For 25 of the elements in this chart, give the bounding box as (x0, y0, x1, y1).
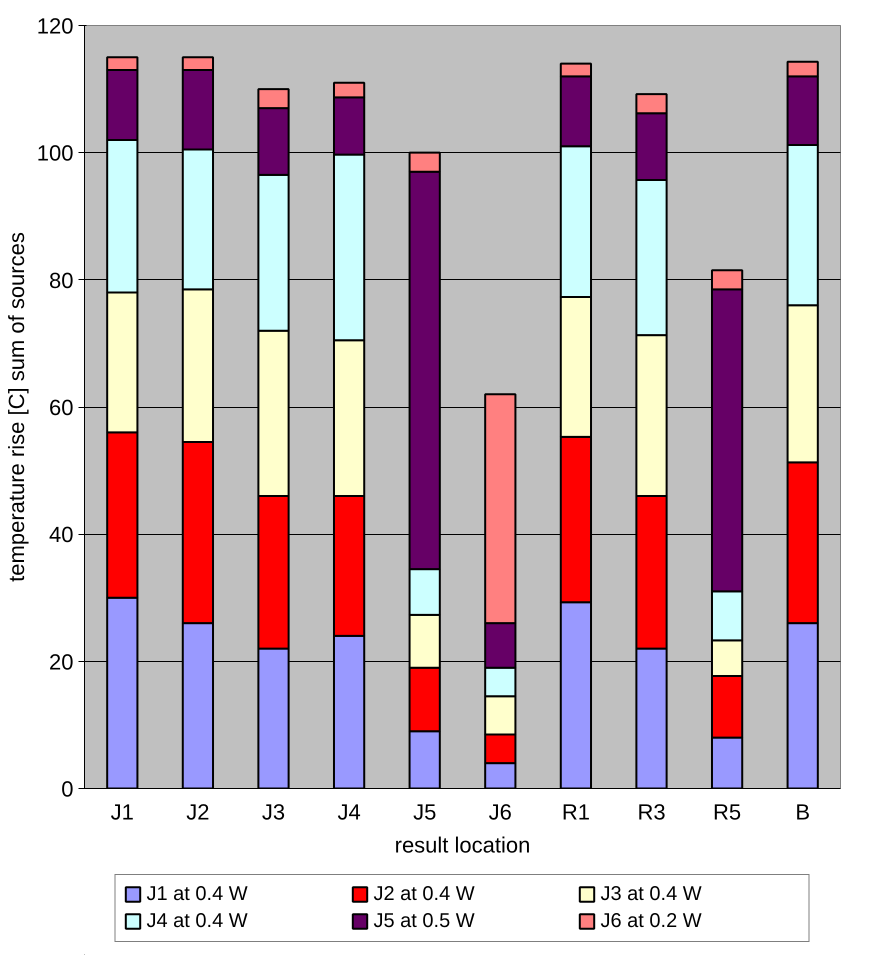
x-tick-label: J2 (186, 800, 210, 824)
legend-label: J2 at 0.4 W (374, 882, 476, 906)
legend-label: J3 at 0.4 W (600, 882, 703, 906)
y-tick-label: 100 (36, 140, 74, 166)
legend-label: J5 at 0.5 W (374, 910, 476, 932)
x-tick-label: B (795, 800, 810, 824)
legend-label: J6 at 0.2 W (600, 910, 703, 932)
y-tick-label: 40 (49, 522, 74, 548)
y-tick-label: 120 (36, 14, 74, 38)
x-tick-label: J5 (413, 800, 436, 824)
y-tick-label: 60 (49, 395, 74, 420)
x-tick-label: J4 (337, 800, 361, 824)
x-tick-label: J3 (262, 800, 286, 824)
legend-label: J4 at 0.4 W (146, 910, 249, 932)
x-tick-label: R3 (637, 800, 666, 824)
y-axis-title: temperature rise [C] sum of sources (4, 232, 29, 582)
x-tick-label: R1 (562, 800, 590, 824)
x-tick-label: J1 (110, 800, 134, 824)
x-tick-label: R5 (713, 800, 742, 824)
x-axis-title: result location (394, 832, 530, 858)
legend-label: J1 at 0.4 W (146, 882, 249, 906)
y-tick-label: 80 (49, 268, 74, 293)
y-tick-label: 0 (61, 776, 74, 802)
y-tick-label: 20 (49, 649, 74, 674)
x-tick-label: J6 (488, 800, 512, 824)
